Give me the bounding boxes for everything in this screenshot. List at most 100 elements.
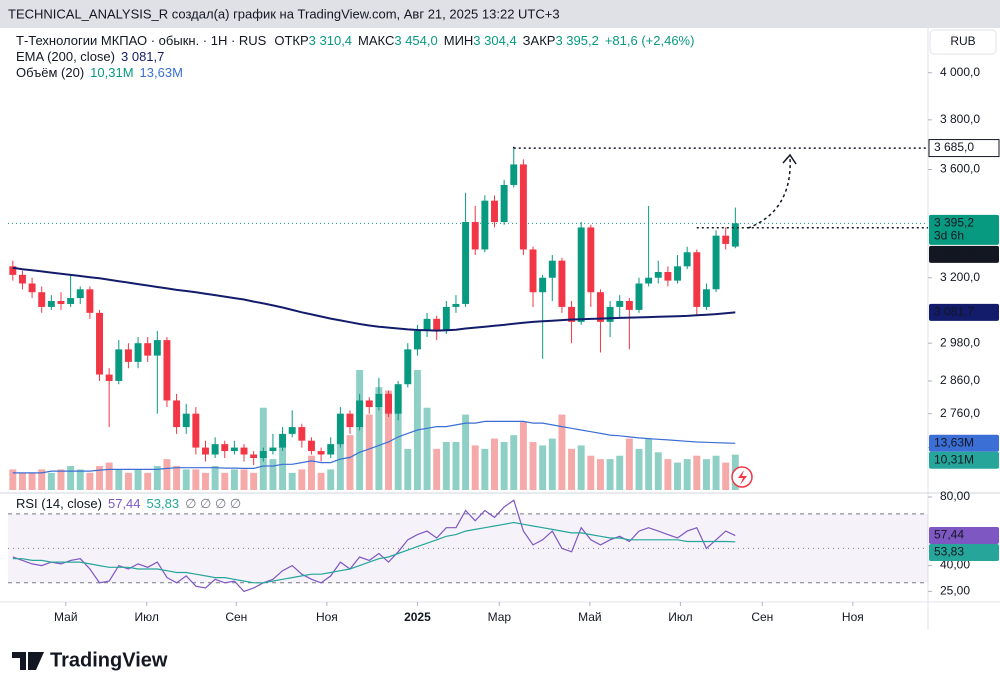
- candle-body: [548, 260, 556, 278]
- candle-body: [134, 343, 142, 362]
- volume-bar: [144, 472, 152, 490]
- y-tick-label: 3 600,0: [940, 162, 980, 176]
- candle-body: [365, 400, 373, 408]
- candle-body: [625, 301, 633, 310]
- candle-body: [28, 283, 36, 293]
- x-tick-label: Мар: [488, 610, 512, 624]
- volume-bar: [548, 438, 556, 490]
- candle-body: [144, 343, 152, 356]
- currency-button[interactable]: [929, 29, 997, 55]
- rsi-label-box: [929, 527, 999, 545]
- volume-bar: [635, 448, 643, 490]
- low: 3 304,4: [473, 33, 516, 48]
- volume-bar: [722, 462, 730, 490]
- volume-ma-line: [12, 420, 736, 474]
- volume-bar: [645, 438, 653, 490]
- level-label-box: [929, 245, 999, 263]
- candle-body: [9, 266, 17, 275]
- volume-bar: [221, 472, 229, 490]
- currency[interactable]: RUB: [950, 34, 975, 48]
- volume-bar: [18, 472, 26, 490]
- candle-body: [221, 444, 229, 452]
- volume-bar: [500, 442, 508, 490]
- y-tick-label: 3 800,0: [940, 112, 980, 126]
- candle-body: [558, 260, 566, 307]
- y-tick-label: 2 760,0: [940, 406, 980, 420]
- volume-bar: [230, 469, 238, 490]
- volume-bar: [510, 435, 518, 490]
- volume-bar: [529, 442, 537, 490]
- volume-bar: [519, 421, 527, 490]
- change: +81,6 (+2,46%): [605, 33, 695, 48]
- volume-bar: [539, 445, 547, 490]
- volume-bar: [211, 466, 219, 490]
- candle-body: [452, 303, 460, 307]
- candle-body: [182, 413, 190, 428]
- candle-body: [202, 447, 209, 455]
- candle-body: [731, 223, 739, 247]
- candle-body: [596, 292, 604, 322]
- level-box: [928, 139, 1000, 158]
- volume-title: Объём (20): [16, 65, 84, 80]
- candle-body: [76, 289, 84, 299]
- x-tick-label: Ноя: [842, 610, 864, 624]
- candle-body: [404, 349, 412, 385]
- candle-body: [356, 400, 364, 428]
- volume-bar: [9, 469, 17, 490]
- brand: TradingView: [50, 649, 168, 671]
- candle-body: [683, 252, 691, 267]
- volume-bar: [404, 448, 412, 490]
- candle-body: [635, 283, 643, 310]
- candle-body: [645, 277, 653, 284]
- volume-ma-label: 13,63M: [934, 435, 974, 449]
- volume-bar: [317, 472, 325, 490]
- volume-bar: [365, 414, 373, 490]
- candle-body: [462, 222, 470, 304]
- rsi-title: RSI (14, close): [16, 496, 102, 511]
- volume-bar: [423, 407, 431, 490]
- volume-bar: [76, 469, 84, 490]
- volume-bar: [134, 469, 142, 490]
- candle-body: [693, 252, 701, 307]
- volume-bar: [124, 472, 132, 490]
- y-tick-label: 3 200,0: [940, 270, 980, 284]
- candle-body: [250, 454, 258, 459]
- volume-label: 10,31M: [934, 452, 974, 466]
- volume-bar: [240, 469, 248, 490]
- candle-body: [500, 184, 508, 223]
- candle-body: [702, 289, 710, 307]
- volume-label-box: [929, 451, 999, 469]
- candle-body: [442, 306, 450, 331]
- volume-value: 10,31M: [90, 65, 133, 80]
- y-tick-label: 40,00: [940, 558, 970, 572]
- volume-bar: [385, 390, 392, 490]
- last-price-label: 3 395,2: [934, 216, 974, 230]
- arrow-head: [782, 153, 797, 165]
- volume-bar: [683, 459, 691, 490]
- candle-body: [288, 427, 296, 434]
- x-tick-label: 2025: [404, 610, 431, 624]
- candle-body: [230, 447, 238, 452]
- last-price-label-extra: 3d 6h: [934, 229, 964, 243]
- volume-bar: [606, 459, 614, 490]
- volume-ma-value: 13,63M: [140, 65, 183, 80]
- volume-bar: [587, 455, 595, 490]
- candle-body: [423, 318, 431, 331]
- last-price-label-box: [929, 214, 999, 245]
- high: 3 454,0: [394, 33, 437, 48]
- y-tick-label: 80,00: [940, 489, 970, 503]
- candle-body: [47, 301, 55, 307]
- volume-bar: [568, 448, 576, 490]
- open: 3 310,4: [309, 33, 352, 48]
- attribution-bar: [0, 0, 1000, 28]
- rsi-ma-value: 53,83: [147, 496, 180, 511]
- volume-bar: [57, 469, 65, 490]
- candle-body: [481, 200, 489, 250]
- candle-body: [115, 349, 123, 381]
- volume-bar: [471, 445, 479, 490]
- low-label: МИН: [444, 33, 474, 48]
- plot: 4 000,0 3 800,0 3 600,0 3 200,0 2 980,0 2 860…: [8, 65, 1000, 624]
- volume-bar: [491, 438, 498, 490]
- volume-bar: [38, 469, 46, 490]
